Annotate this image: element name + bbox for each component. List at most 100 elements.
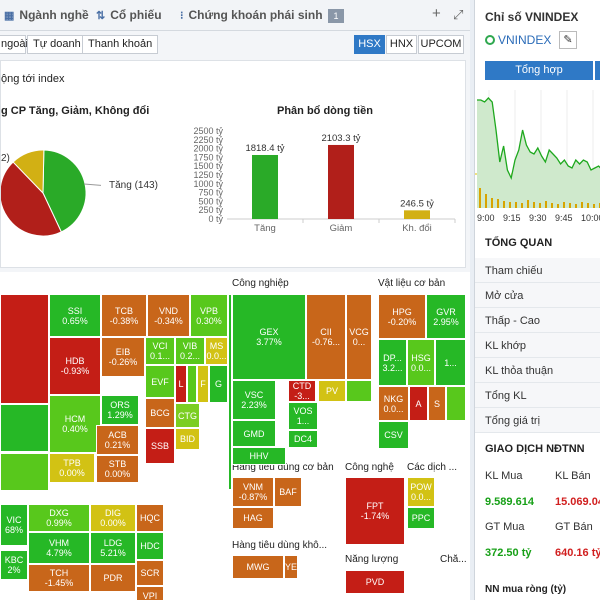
treemap-tile-cropped[interactable] — [228, 294, 232, 490]
index-symbol[interactable]: VNINDEX — [485, 33, 551, 47]
tab-derivatives[interactable]: ⁝ Chứng khoán phái sinh — [180, 8, 323, 22]
treemap-tile[interactable]: HDC — [136, 532, 164, 560]
treemap-tile[interactable]: VIB 0.2... — [175, 337, 205, 365]
treemap-tile[interactable]: VNM -0.87% — [232, 477, 274, 507]
tile-symbol: DC4 — [293, 434, 312, 444]
treemap-tile[interactable]: VPI — [136, 586, 164, 600]
x-tick-label: 9:30 — [529, 213, 547, 223]
treemap-tile[interactable]: NKG 0.0... — [378, 386, 409, 421]
tab-next[interactable] — [595, 61, 600, 80]
tile-change: 0.2... — [179, 351, 200, 361]
tile-symbol: FPT — [366, 501, 384, 511]
treemap-tile[interactable]: MWG — [232, 555, 284, 579]
treemap-tile[interactable]: VHM 4.79% — [28, 532, 90, 564]
treemap-tile[interactable]: VIC 68% — [0, 504, 28, 546]
treemap-tile[interactable]: ACB 0.21% — [96, 425, 139, 455]
tab-summary[interactable]: Tổng hợp — [485, 61, 593, 80]
tile-symbol: VHM — [49, 538, 69, 548]
treemap-tile[interactable]: DC4 — [288, 430, 318, 448]
tile-symbol: VCI — [152, 341, 168, 351]
treemap-tile[interactable]: HDB -0.93% — [49, 337, 101, 395]
treemap-tile[interactable] — [346, 380, 372, 402]
treemap-tile-cropped[interactable] — [0, 404, 49, 452]
filter-liquidity-button[interactable]: Thanh khoản — [82, 35, 159, 54]
tab-stocks[interactable]: ⇅ Cổ phiếu — [96, 8, 162, 22]
pie-slice-giảm[interactable] — [1, 161, 62, 237]
treemap-tile[interactable]: GEX 3.77% — [232, 294, 306, 380]
treemap-tile[interactable]: YE — [284, 555, 298, 579]
treemap-tile[interactable]: PVD — [345, 570, 405, 594]
treemap-tile[interactable]: HHV — [232, 447, 286, 465]
treemap-tile[interactable]: S — [428, 386, 446, 421]
add-icon[interactable]: + — [432, 5, 441, 22]
treemap-tile[interactable]: VOS 1... — [288, 402, 318, 430]
treemap-tile[interactable]: GVR 2.95% — [426, 294, 466, 339]
treemap-tile[interactable]: 1... — [435, 339, 466, 386]
treemap-tile[interactable]: KBC 2% — [0, 550, 28, 580]
treemap-tile[interactable]: EVF — [145, 365, 175, 398]
gt-sell-label: GT Bán — [555, 521, 593, 533]
x-tick-label: Giảm — [330, 223, 353, 234]
treemap-tile[interactable]: BCG — [145, 398, 175, 428]
bar-t-ng[interactable] — [252, 154, 278, 219]
treemap-tile[interactable]: EIB -0.26% — [101, 337, 145, 377]
treemap-tile[interactable]: FPT -1.74% — [345, 477, 405, 545]
treemap-tile[interactable] — [187, 365, 197, 403]
treemap-tile[interactable]: DXG 0.99% — [28, 504, 90, 532]
treemap-tile[interactable]: PV — [318, 380, 346, 402]
bar-kh-i[interactable] — [404, 210, 430, 219]
treemap-tile[interactable]: ORS 1.29% — [101, 395, 139, 425]
treemap-tile[interactable]: DIG 0.00% — [90, 504, 136, 532]
treemap-tile[interactable]: HPG -0.20% — [378, 294, 426, 339]
treemap-tile[interactable]: STB 0.00% — [96, 455, 139, 483]
treemap-tile[interactable]: PDR — [90, 564, 136, 592]
treemap-tile[interactable]: G — [209, 365, 228, 403]
treemap-tile[interactable]: VSC 2.23% — [232, 380, 276, 420]
treemap-tile[interactable]: BID — [175, 428, 200, 450]
treemap-tile[interactable]: CTG — [175, 403, 200, 428]
treemap-tile[interactable]: L — [175, 365, 187, 403]
treemap-tile-cropped[interactable] — [0, 453, 49, 491]
treemap-tile[interactable]: CSV — [378, 421, 409, 449]
line-area — [477, 98, 600, 208]
row-open: Mở cửa — [475, 283, 600, 308]
treemap-tile[interactable]: A — [409, 386, 428, 421]
y-tick-label: 1000 tỷ — [193, 179, 223, 189]
treemap-tile[interactable]: HQC — [136, 504, 164, 532]
exchange-hnx-button[interactable]: HNX — [386, 35, 417, 54]
treemap-tile[interactable]: BAF — [274, 477, 302, 507]
treemap-tile[interactable]: HAG — [232, 507, 274, 529]
treemap-tile[interactable]: VCG 0... — [346, 294, 372, 380]
treemap-tile[interactable]: VND -0.34% — [147, 294, 190, 337]
treemap-tile[interactable]: TCB -0.38% — [101, 294, 147, 337]
treemap-tile[interactable]: SCR — [136, 560, 164, 586]
treemap-tile[interactable]: DP... 3.2... — [378, 339, 407, 386]
treemap-tile[interactable]: HSG 0.0... — [407, 339, 435, 386]
treemap-tile[interactable] — [446, 386, 466, 421]
expand-icon[interactable]: ⤢ — [453, 7, 464, 22]
filter-foreign-button[interactable]: ngoài — [0, 35, 28, 54]
treemap-tile[interactable]: TPB 0.00% — [49, 453, 95, 483]
treemap-tile[interactable]: CTD -3... — [288, 380, 316, 402]
pie-slice-không-đổi[interactable] — [12, 149, 45, 195]
treemap-tile[interactable]: SSI 0.65% — [49, 294, 101, 337]
treemap-tile[interactable]: POW 0.0... — [407, 477, 435, 507]
bar-gi-m[interactable] — [328, 144, 354, 219]
tab-industry[interactable]: ▦ Ngành nghề — [4, 8, 89, 22]
exchange-hsx-button[interactable]: HSX — [354, 35, 385, 54]
treemap-tile[interactable]: TCH -1.45% — [28, 564, 90, 592]
treemap-tile[interactable]: GMD — [232, 420, 276, 447]
exchange-upcom-button[interactable]: UPCOM — [418, 35, 464, 54]
treemap-tile[interactable]: LDG 5.21% — [90, 532, 136, 564]
treemap-tile[interactable]: MS 0.0... — [205, 337, 228, 365]
treemap-tile[interactable]: SSB — [145, 428, 175, 464]
treemap-tile[interactable]: F — [197, 365, 209, 403]
treemap-tile-cropped[interactable] — [0, 294, 49, 404]
treemap-tile[interactable]: HCM 0.40% — [49, 395, 101, 453]
treemap-tile[interactable]: CII -0.76... — [306, 294, 346, 380]
filter-proprietary-button[interactable]: Tự doanh — [27, 35, 87, 54]
treemap-tile[interactable]: VPB 0.30% — [190, 294, 228, 337]
treemap-tile[interactable]: PPC — [407, 507, 435, 529]
treemap-tile[interactable]: VCI 0.1... — [145, 337, 175, 365]
edit-icon[interactable]: ✎ — [559, 31, 577, 49]
